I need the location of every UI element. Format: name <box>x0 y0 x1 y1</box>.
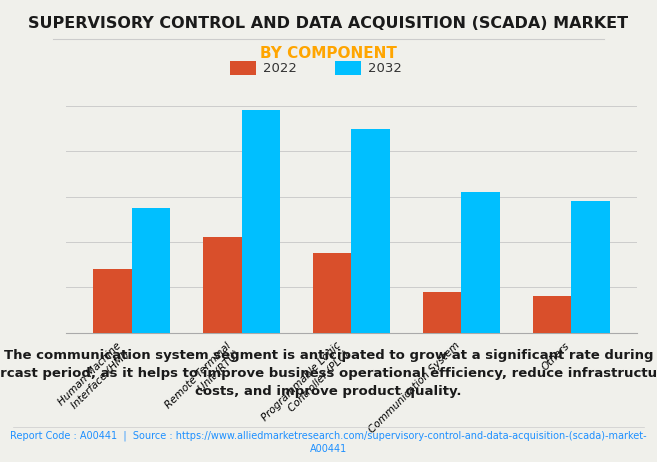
Bar <box>423 292 461 333</box>
Bar <box>131 208 170 333</box>
Bar <box>533 296 572 333</box>
Bar <box>242 110 280 333</box>
Text: Report Code : A00441  |  Source : https://www.alliedmarketresearch.com/superviso: Report Code : A00441 | Source : https://… <box>11 431 646 454</box>
Bar <box>461 192 500 333</box>
Bar <box>93 269 131 333</box>
Bar <box>313 253 351 333</box>
Text: BY COMPONENT: BY COMPONENT <box>260 46 397 61</box>
Text: 2022: 2022 <box>263 62 297 75</box>
Bar <box>351 128 390 333</box>
Text: 2032: 2032 <box>368 62 402 75</box>
Bar <box>572 201 610 333</box>
Bar <box>203 237 242 333</box>
Text: The communication system segment is anticipated to grow at a significant rate du: The communication system segment is anti… <box>0 349 657 398</box>
Text: SUPERVISORY CONTROL AND DATA ACQUISITION (SCADA) MARKET: SUPERVISORY CONTROL AND DATA ACQUISITION… <box>28 16 629 31</box>
